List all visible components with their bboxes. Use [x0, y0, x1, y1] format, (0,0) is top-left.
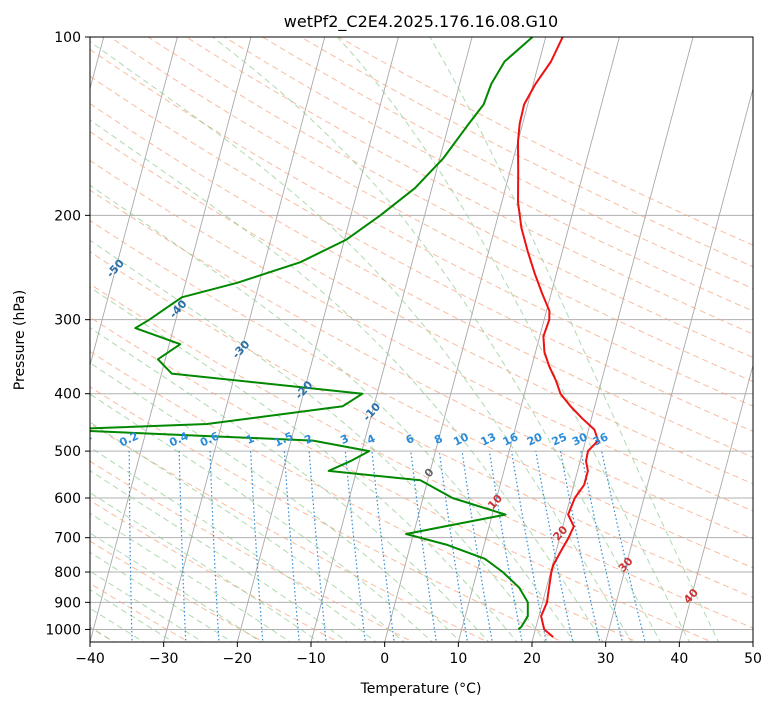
dry-adiabat — [90, 316, 714, 642]
isotherm-line — [90, 37, 252, 642]
isotherm-line — [310, 37, 473, 642]
x-tick-label: 0 — [380, 651, 389, 667]
mixing-ratio-label: 20 — [525, 430, 545, 448]
dry-adiabat — [90, 131, 753, 485]
profile-series — [90, 37, 600, 638]
x-axis-title: Temperature (°C) — [360, 681, 482, 697]
plot-area: -100-90-80-70-60-50-40-30-20-10010203040… — [71, 37, 753, 642]
dewpoint-profile — [90, 37, 534, 631]
dry-adiabat — [185, 37, 753, 335]
x-tick-label: −30 — [149, 651, 179, 667]
mixing-ratio-line — [488, 451, 523, 642]
x-tick-label: 50 — [744, 651, 762, 667]
mixing-ratio-line — [580, 450, 624, 642]
moist-adiabat — [90, 491, 320, 642]
isotherm-line — [384, 37, 547, 642]
temperature-profile — [517, 37, 600, 638]
y-tick-label: 300 — [54, 313, 81, 329]
moist-adiabat — [90, 470, 349, 642]
mixing-ratio-line — [535, 450, 574, 642]
dry-adiabat — [90, 386, 564, 642]
moist-adiabat — [90, 551, 233, 642]
x-tick-label: 40 — [670, 651, 688, 667]
y-tick-label: 500 — [54, 444, 81, 460]
isotherm-line — [163, 37, 326, 642]
mixing-ratio-label: 10 — [451, 430, 471, 448]
dry-adiabat — [90, 422, 489, 642]
y-tick-label: 200 — [54, 208, 81, 224]
moist-adiabat — [90, 40, 633, 642]
moist-adiabat — [337, 37, 691, 642]
dry-adiabat-lines — [90, 37, 753, 642]
mixing-ratio-line — [209, 451, 220, 642]
x-tick-label: −20 — [223, 651, 253, 667]
dry-adiabat — [90, 582, 190, 642]
x-tick-label: 30 — [597, 651, 615, 667]
y-tick-label: 600 — [54, 491, 81, 507]
x-tick-label: −40 — [75, 651, 105, 667]
isotherm-line — [605, 86, 753, 642]
x-tick-label: 10 — [449, 651, 467, 667]
chart-title: wetPf2_C2E4.2025.176.16.08.G10 — [284, 12, 558, 32]
isotherm-line — [457, 37, 620, 642]
x-tick-label: 20 — [523, 651, 541, 667]
moist-adiabat — [90, 286, 518, 642]
isotherm-lines — [90, 37, 753, 642]
dry-adiabat — [90, 189, 753, 540]
y-axis-ticks: 100 200 300 400 500 600 700 800 900 1000 — [45, 30, 90, 638]
mixing-ratio-line — [438, 451, 469, 642]
x-axis-ticks: −40 −30 −20 −10 0 10 20 30 40 50 — [75, 642, 762, 667]
y-tick-label: 400 — [54, 387, 81, 403]
mixing-ratio-label: 36 — [591, 430, 611, 448]
y-tick-label: 1000 — [45, 622, 81, 638]
mixing-ratio-label: 16 — [501, 430, 521, 448]
dry-adiabat — [90, 350, 639, 642]
moist-adiabat — [90, 532, 263, 642]
moist-adiabat — [90, 393, 434, 642]
isotherm-line — [90, 37, 178, 368]
mixing-ratio-line — [128, 451, 133, 642]
moist-adiabat — [90, 570, 204, 642]
dry-adiabat — [90, 219, 753, 569]
dry-adiabat — [223, 37, 753, 312]
mixing-ratio-label: 13 — [479, 430, 498, 448]
isotherm-line — [531, 37, 694, 642]
y-tick-label: 700 — [54, 531, 81, 547]
moist-adiabat — [90, 362, 462, 642]
mixing-ratio-label: 25 — [550, 430, 569, 448]
y-tick-label: 900 — [54, 595, 81, 611]
mixing-ratio-line — [178, 451, 187, 642]
plot-frame — [89, 36, 754, 643]
mixing-ratio-label: 30 — [570, 430, 590, 448]
isotherm-line — [236, 37, 399, 642]
isotherm-line — [678, 363, 753, 642]
dry-adiabat — [90, 460, 415, 642]
moist-adiabat — [90, 446, 377, 642]
mixing-ratio-line — [559, 450, 601, 642]
mixing-ratio-line — [461, 451, 493, 642]
y-tick-label: 100 — [54, 30, 81, 46]
x-tick-label: −10 — [296, 651, 326, 667]
dry-adiabat — [109, 37, 753, 383]
mixing-ratio-label: 0.1 — [71, 429, 94, 449]
dry-adiabat — [90, 48, 753, 407]
moist-adiabat — [90, 589, 175, 642]
mixing-ratio-line — [601, 450, 646, 642]
y-axis-title: Pressure (hPa) — [12, 290, 28, 390]
moist-adiabat — [90, 512, 291, 642]
dry-adiabat — [90, 251, 753, 599]
moist-adiabat — [90, 421, 405, 642]
moist-adiabat — [429, 37, 720, 642]
y-tick-label: 800 — [54, 565, 81, 581]
dry-adiabat — [90, 159, 753, 512]
